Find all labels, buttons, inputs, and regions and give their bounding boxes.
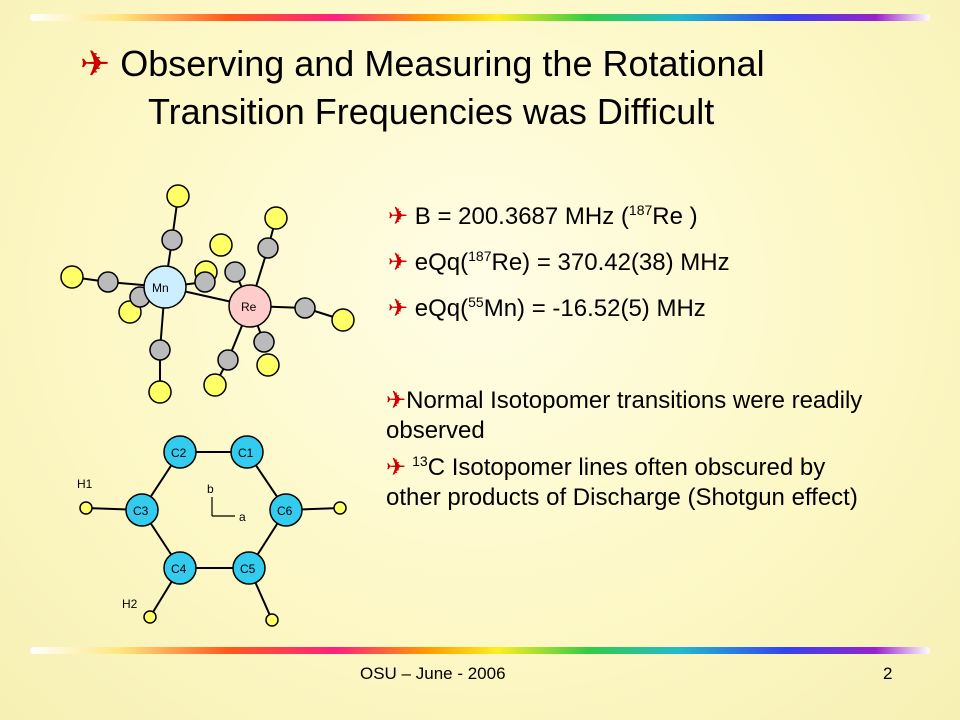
notes-block: ✈Normal Isotopomer transitions were read… xyxy=(386,385,866,513)
param-text: Mn) = -16.52(5) MHz xyxy=(483,295,706,322)
atom-label-c4: C4 xyxy=(171,562,187,576)
param-isotope: 55 xyxy=(468,294,484,310)
atom-label-h1: H1 xyxy=(77,477,93,491)
param-text: B = 200.3687 MHz ( xyxy=(414,203,629,230)
note-isotope: 13 xyxy=(412,453,428,469)
parameter-rotational-constant: ✈ B = 200.3687 MHz (187Re ) xyxy=(388,202,698,231)
airplane-bullet-icon: ✈ xyxy=(388,202,409,230)
param-text: Re) = 370.42(38) MHz xyxy=(491,249,730,276)
atom-label-h2: H2 xyxy=(122,597,138,611)
atom-label-c3: C3 xyxy=(133,504,149,518)
airplane-bullet-icon: ✈ xyxy=(386,453,407,481)
param-text: eQq( xyxy=(414,295,469,322)
footer-text: OSU – June - 2006 xyxy=(360,664,506,683)
note-normal-isotopomer: Normal Isotopomer transitions were readi… xyxy=(386,387,863,444)
title-line-1-text: Observing and Measuring the Rotational xyxy=(120,43,765,84)
title-line-2: Transition Frequencies was Difficult xyxy=(148,91,715,132)
atom-label-c6: C6 xyxy=(277,504,293,518)
atom-label-mn: Mn xyxy=(152,281,169,295)
axis-label-a: a xyxy=(239,510,246,524)
param-text: eQq( xyxy=(414,249,469,276)
param-isotope: 187 xyxy=(628,202,653,218)
title-line-1: ✈ Observing and Measuring the Rotational xyxy=(80,40,765,89)
top-rainbow-divider xyxy=(30,14,930,21)
airplane-bullet-icon: ✈ xyxy=(386,386,407,414)
airplane-bullet-icon: ✈ xyxy=(388,248,409,276)
note-13c-isotopomer: C Isotopomer lines often obscured by oth… xyxy=(386,454,858,511)
atom-label-re: Re xyxy=(241,300,257,314)
param-text: Re ) xyxy=(652,203,698,230)
page-number: 2 xyxy=(883,664,893,683)
parameter-eqq-mn: ✈ eQq(55Mn) = -16.52(5) MHz xyxy=(388,294,706,323)
bottom-rainbow-divider xyxy=(30,647,930,654)
axis-label-b: b xyxy=(207,482,214,496)
atom-label-c1: C1 xyxy=(238,446,254,460)
atom-label-c5: C5 xyxy=(240,562,256,576)
airplane-bullet-icon: ✈ xyxy=(80,44,111,85)
param-isotope: 187 xyxy=(468,248,492,264)
atom-label-c2: C2 xyxy=(171,446,187,460)
parameter-eqq-re: ✈ eQq(187Re) = 370.42(38) MHz xyxy=(388,248,730,277)
airplane-bullet-icon: ✈ xyxy=(388,294,409,322)
